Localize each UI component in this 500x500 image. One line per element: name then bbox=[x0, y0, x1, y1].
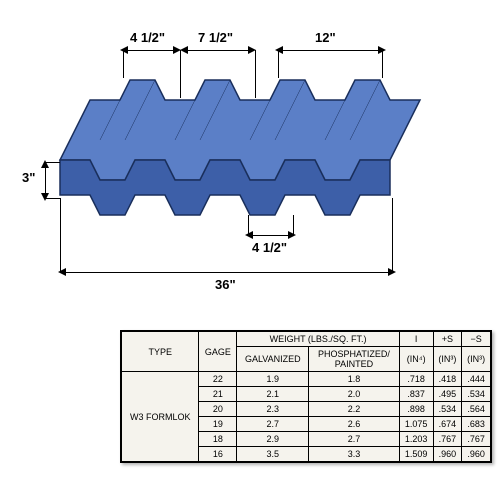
ext-line bbox=[123, 50, 124, 78]
cell: .444 bbox=[462, 372, 491, 387]
cell: 18 bbox=[199, 432, 237, 447]
cell: 20 bbox=[199, 402, 237, 417]
col-I: I bbox=[399, 332, 433, 347]
cell: 21 bbox=[199, 387, 237, 402]
unit-in4: (IN⁴) bbox=[399, 347, 433, 372]
header-weight: WEIGHT (LBS./SQ. FT.) bbox=[237, 332, 399, 347]
cell: .718 bbox=[399, 372, 433, 387]
spec-table-el: TYPE GAGE WEIGHT (LBS./SQ. FT.) I +S −S … bbox=[121, 331, 491, 462]
cell: 2.7 bbox=[309, 432, 399, 447]
deck-profile-svg bbox=[30, 20, 470, 300]
cell: .960 bbox=[433, 447, 462, 462]
col-gage: GAGE bbox=[199, 332, 237, 372]
ext-line bbox=[382, 50, 383, 78]
ext-line bbox=[392, 198, 393, 273]
cell: .898 bbox=[399, 402, 433, 417]
cell: .495 bbox=[433, 387, 462, 402]
cell: 2.7 bbox=[237, 417, 309, 432]
cell: .767 bbox=[433, 432, 462, 447]
ext-line bbox=[180, 50, 181, 98]
type-name: W3 FORMLOK bbox=[122, 372, 199, 462]
cell: .767 bbox=[462, 432, 491, 447]
cell: 2.1 bbox=[237, 387, 309, 402]
cell: 22 bbox=[199, 372, 237, 387]
cell: .960 bbox=[462, 447, 491, 462]
cell: .683 bbox=[462, 417, 491, 432]
cell: .564 bbox=[462, 402, 491, 417]
cell: .674 bbox=[433, 417, 462, 432]
dim-bottom-small: 4 1/2" bbox=[252, 240, 287, 255]
cell: 16 bbox=[199, 447, 237, 462]
arrow-icon bbox=[245, 231, 253, 239]
col-phos: PHOSPHATIZED/ PAINTED bbox=[309, 347, 399, 372]
unit-in3a: (IN³) bbox=[433, 347, 462, 372]
cell: 1.8 bbox=[309, 372, 399, 387]
ext-line bbox=[60, 198, 61, 273]
cell: 2.0 bbox=[309, 387, 399, 402]
cell: .534 bbox=[462, 387, 491, 402]
dim-total: 36" bbox=[215, 277, 236, 292]
cell: 1.509 bbox=[399, 447, 433, 462]
dim-line bbox=[65, 272, 390, 273]
ext-line bbox=[293, 215, 294, 235]
dim-top2: 7 1/2" bbox=[198, 30, 233, 45]
cell: 3.3 bbox=[309, 447, 399, 462]
col-type: TYPE bbox=[122, 332, 199, 372]
dim-line bbox=[45, 165, 46, 195]
dim-line bbox=[280, 50, 380, 51]
ext-line bbox=[255, 50, 256, 98]
cell: 19 bbox=[199, 417, 237, 432]
arrow-icon bbox=[288, 231, 296, 239]
cell: 2.6 bbox=[309, 417, 399, 432]
cell: .534 bbox=[433, 402, 462, 417]
cell: .837 bbox=[399, 387, 433, 402]
cell: 2.3 bbox=[237, 402, 309, 417]
deck-shape bbox=[60, 80, 420, 215]
cell: 1.203 bbox=[399, 432, 433, 447]
dim-line bbox=[125, 50, 175, 51]
arrow-icon bbox=[275, 46, 283, 54]
cell: 1.9 bbox=[237, 372, 309, 387]
cell: 3.5 bbox=[237, 447, 309, 462]
arrow-icon bbox=[120, 46, 128, 54]
col-galv: GALVANIZED bbox=[237, 347, 309, 372]
cell: 2.2 bbox=[309, 402, 399, 417]
arrow-icon bbox=[180, 46, 188, 54]
cell: 2.9 bbox=[237, 432, 309, 447]
dim-line bbox=[250, 235, 290, 236]
cell: 1.075 bbox=[399, 417, 433, 432]
spec-table: TYPE GAGE WEIGHT (LBS./SQ. FT.) I +S −S … bbox=[120, 330, 492, 463]
dim-top1: 4 1/2" bbox=[130, 30, 165, 45]
deck-diagram: 4 1/2" 7 1/2" 12" 3" 4 1/2" 36" bbox=[30, 20, 470, 300]
ext-line bbox=[278, 50, 279, 78]
dim-height: 3" bbox=[22, 170, 35, 185]
dim-top3: 12" bbox=[315, 30, 336, 45]
ext-line bbox=[45, 198, 60, 199]
col-Sn: −S bbox=[462, 332, 491, 347]
ext-line bbox=[45, 162, 60, 163]
dim-line bbox=[185, 50, 250, 51]
arrow-icon bbox=[41, 193, 49, 201]
ext-line bbox=[248, 215, 249, 235]
unit-in3b: (IN³) bbox=[462, 347, 491, 372]
table-row: W3 FORMLOK 22 1.9 1.8 .718 .418 .444 bbox=[122, 372, 491, 387]
col-Sp: +S bbox=[433, 332, 462, 347]
cell: .418 bbox=[433, 372, 462, 387]
